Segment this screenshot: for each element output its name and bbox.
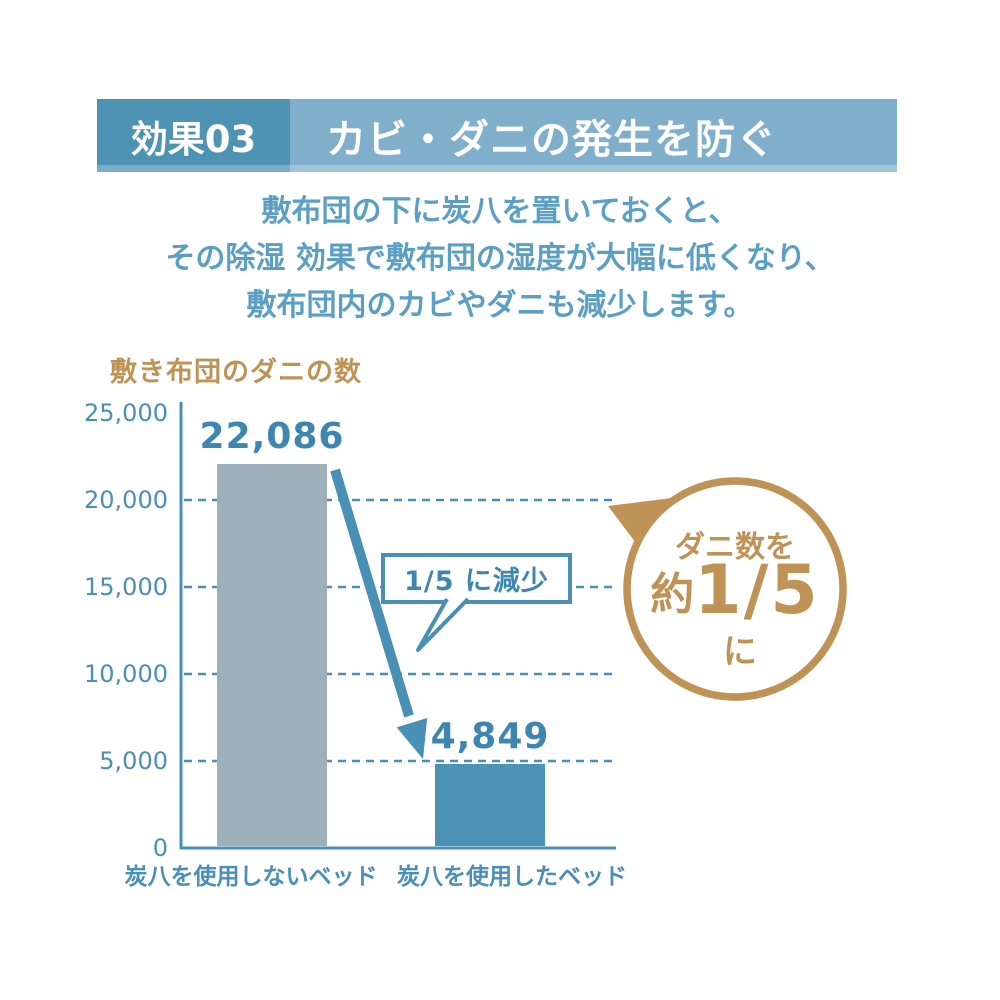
intro-line-3: 敷布団内のカビやダニも減少します。 (246, 288, 754, 323)
intro-line-2: その除湿 効果で敷布団の湿度が大幅に低くなり、 (165, 241, 835, 276)
intro-text: 敷布団の下に炭八を置いておくと、 その除湿 効果で敷布団の湿度が大幅に低くなり、… (0, 188, 1000, 329)
y-tick-label: 25,000 (84, 399, 168, 427)
y-tick-label: 15,000 (84, 573, 168, 601)
section-number-badge: 効果03 (97, 99, 290, 172)
decrease-arrow-head (396, 718, 428, 759)
axis-lines (179, 402, 616, 850)
section-title: カビ・ダニの発生を防ぐ (290, 99, 897, 172)
bar-value-label: 22,086 (199, 415, 345, 457)
badge-approx-label: 約 (650, 569, 695, 620)
y-tick-label: 10,000 (84, 660, 168, 688)
badge-circle (623, 477, 847, 701)
category-label: 炭八を使用しないベッド (124, 864, 378, 890)
bar-value-label: 4,849 (430, 715, 550, 757)
category-label: 炭八を使用したベッド (397, 864, 627, 890)
y-tick-label: 20,000 (84, 486, 168, 514)
chart-title: 敷き布団のダニの数 (110, 357, 362, 388)
y-tick-label: 5,000 (99, 747, 168, 775)
callout-tail (416, 597, 470, 652)
decrease-arrow-shaft (330, 468, 414, 718)
badge-text-fraction-row: 約 1/5 (613, 550, 857, 630)
intro-line-1: 敷布団の下に炭八を置いておくと、 (261, 194, 739, 229)
badge-text-top: ダニ数を (675, 530, 795, 565)
section-banner: 効果03 カビ・ダニの発生を防ぐ (97, 99, 897, 172)
callout-label: 1/5 に減少 (404, 566, 549, 597)
y-tick-label: 0 (152, 834, 168, 862)
badge-fraction-label: 1/5 (694, 550, 820, 630)
bar-2 (435, 763, 545, 847)
bar-1 (217, 463, 327, 847)
callout-box (381, 553, 572, 604)
badge-text-bottom: に (723, 632, 757, 672)
